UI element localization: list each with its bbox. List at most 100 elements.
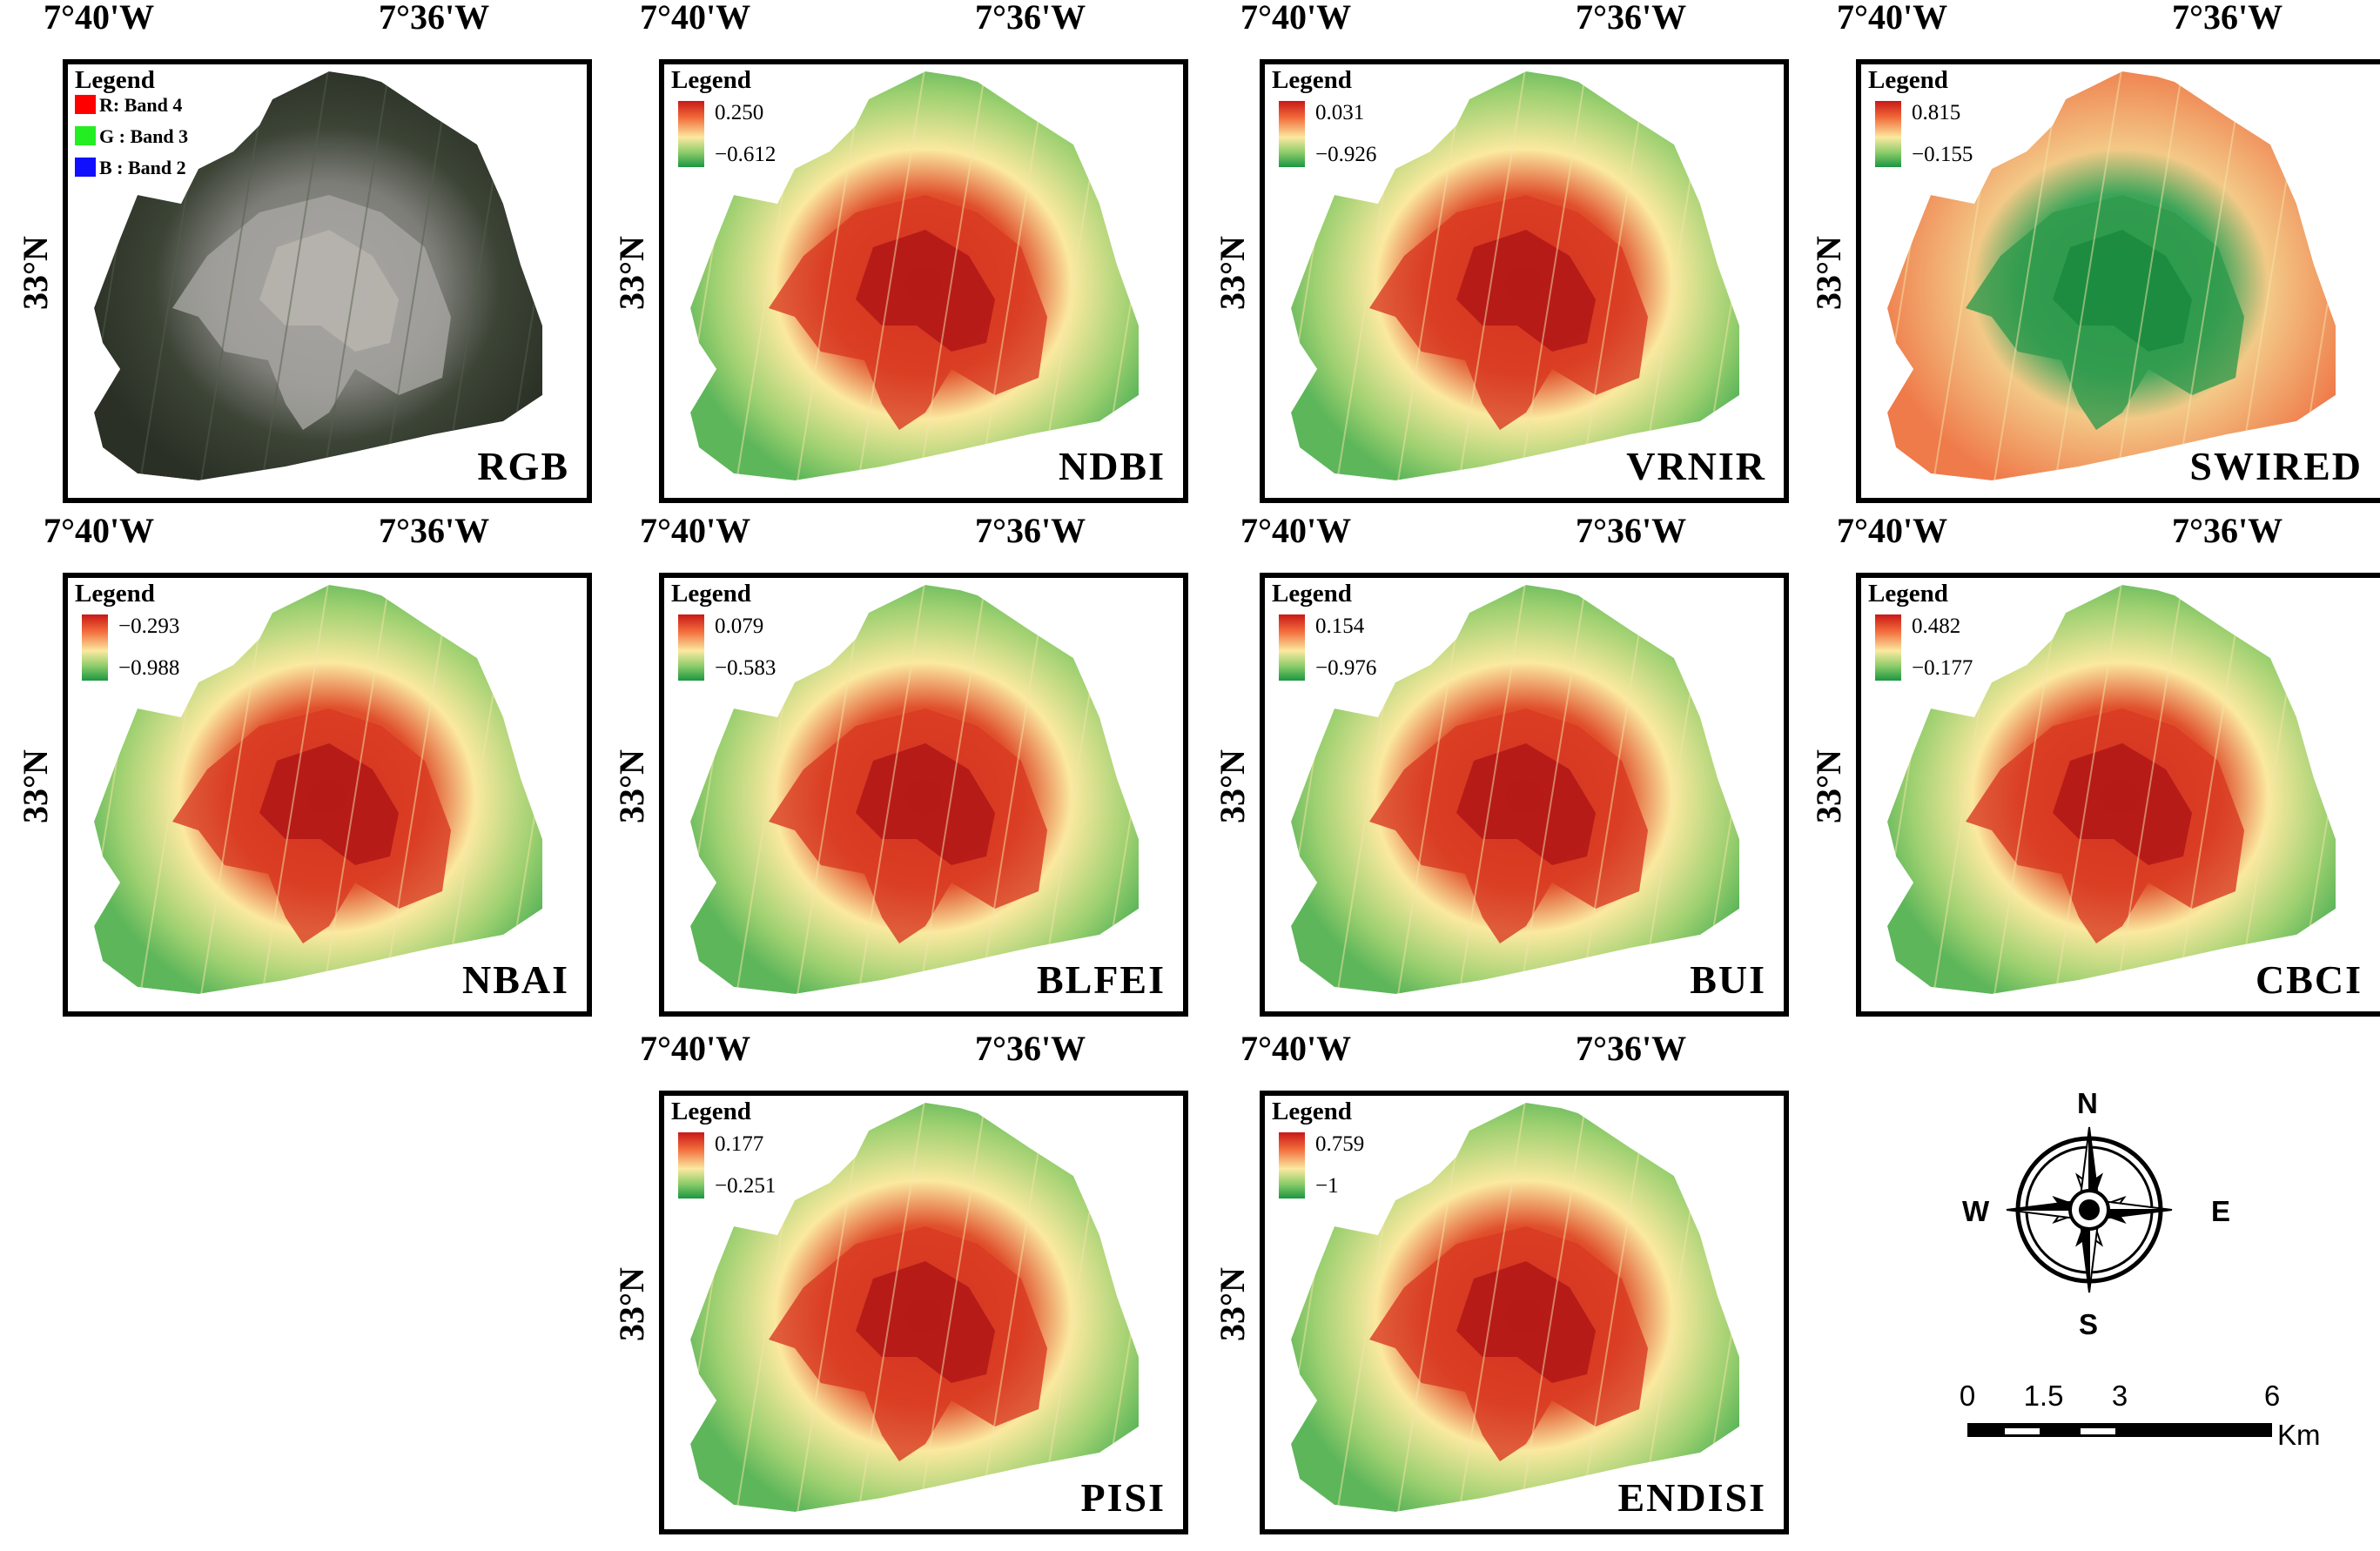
lon-label-left: 7°40'W xyxy=(640,511,751,550)
scale-tick-label: 3 xyxy=(2111,1380,2128,1412)
legend-band-label: R: Band 4 xyxy=(99,94,183,116)
raster-map xyxy=(1887,71,2336,480)
lon-label-left: 7°40'W xyxy=(640,1029,751,1068)
lon-label-right: 7°36'W xyxy=(2172,511,2283,550)
compass-south-label: S xyxy=(2079,1308,2099,1340)
lon-label-right: 7°36'W xyxy=(379,511,490,550)
lat-label: 33°N xyxy=(15,749,55,823)
legend-band-1: R: Band 4 xyxy=(75,94,188,125)
map-panel-bui: 7°40'W 7°36'W 33°N Legend 0.154 −0.976 BUI xyxy=(1213,511,1789,1018)
legend-max-value: 0.031 xyxy=(1315,101,1365,124)
raster-map xyxy=(690,1103,1139,1512)
lat-label: 33°N xyxy=(611,236,651,310)
lon-label-left: 7°40'W xyxy=(1837,511,1948,550)
legend-title: Legend xyxy=(1272,66,1352,94)
compass-west-label: W xyxy=(1962,1195,1990,1227)
lon-label-left: 7°40'W xyxy=(44,511,155,550)
legend-min-value: −0.926 xyxy=(1315,143,1377,166)
panel-index-label: CBCI xyxy=(2255,957,2363,1002)
map-panel-ndbi: 7°40'W 7°36'W 33°N Legend 0.250 −0.612 NDBI xyxy=(612,0,1188,505)
urban-core-shape xyxy=(1456,230,1596,352)
map-panel-cbci: 7°40'W 7°36'W 33°N Legend 0.482 −0.177 CBCI xyxy=(1809,511,2380,1018)
raster-map xyxy=(690,71,1139,480)
scale-unit-label: Km xyxy=(2277,1419,2321,1451)
lon-label-right: 7°36'W xyxy=(1576,1029,1687,1068)
legend-title: Legend xyxy=(1868,66,1948,94)
panel-index-label: RGB xyxy=(477,444,569,488)
map-legend: Legend 0.482 −0.177 xyxy=(1868,580,1973,681)
panel-index-label: SWIRED xyxy=(2189,444,2363,488)
legend-color-ramp xyxy=(1875,614,1901,681)
legend-min-value: −1 xyxy=(1315,1174,1339,1198)
lon-label-left: 7°40'W xyxy=(1240,0,1352,37)
lon-label-left: 7°40'W xyxy=(1240,511,1352,550)
raster-map xyxy=(94,585,542,994)
legend-title: Legend xyxy=(1272,580,1352,608)
urban-core-shape xyxy=(856,230,995,352)
legend-max-value: −0.293 xyxy=(118,614,180,638)
lon-label-left: 7°40'W xyxy=(44,0,155,37)
map-frame: Legend 0.250 −0.612 NDBI xyxy=(659,59,1188,503)
map-panel-rgb: 7°40'W 7°36'W 33°N Legend R: Band 4 G : Band … xyxy=(16,0,592,505)
legend-color-ramp xyxy=(1279,1132,1305,1198)
urban-core-shape xyxy=(2053,743,2192,865)
legend-color-ramp xyxy=(1279,101,1305,167)
lon-label-right: 7°36'W xyxy=(975,0,1086,37)
legend-title: Legend xyxy=(75,66,155,94)
panel-index-label: PISI xyxy=(1080,1475,1166,1520)
map-legend: Legend 0.250 −0.612 xyxy=(671,66,776,167)
lon-label-right: 7°36'W xyxy=(975,1029,1086,1068)
lon-label-right: 7°36'W xyxy=(1576,0,1687,37)
map-panel-blfei: 7°40'W 7°36'W 33°N Legend 0.079 −0.583 BLFEI xyxy=(612,511,1188,1018)
urban-core-shape xyxy=(259,230,399,352)
legend-swatch xyxy=(75,95,96,114)
legend-max-value: 0.815 xyxy=(1912,101,1961,124)
raster-map xyxy=(94,71,542,480)
lon-label-right: 7°36'W xyxy=(1576,511,1687,550)
legend-color-ramp xyxy=(678,614,704,681)
legend-band-label: G : Band 3 xyxy=(99,125,189,147)
scale-tick-label: 6 xyxy=(2263,1380,2281,1412)
map-frame: Legend 0.482 −0.177 CBCI xyxy=(1856,573,2380,1017)
map-legend: Legend 0.079 −0.583 xyxy=(671,580,776,681)
raster-map xyxy=(1291,1103,1739,1512)
map-frame: Legend 0.079 −0.583 BLFEI xyxy=(659,573,1188,1017)
scale-tick-label: 1.5 xyxy=(2023,1380,2064,1412)
panel-index-label: ENDISI xyxy=(1617,1475,1766,1520)
lon-label-left: 7°40'W xyxy=(640,0,751,37)
scale-tick-label: 0 xyxy=(1959,1380,1976,1412)
scale-bar: 0 1.5 3 6 Km xyxy=(1959,1380,2321,1451)
legend-color-ramp xyxy=(678,101,704,167)
lat-label: 33°N xyxy=(15,236,55,310)
raster-map xyxy=(1887,585,2336,994)
lon-label-left: 7°40'W xyxy=(1837,0,1948,37)
urban-core-shape xyxy=(856,743,995,865)
legend-band-3: B : Band 2 xyxy=(75,157,188,188)
legend-min-value: −0.612 xyxy=(715,143,777,166)
map-frame: Legend 0.815 −0.155 SWIRED xyxy=(1856,59,2380,503)
lat-label: 33°N xyxy=(1808,236,1848,310)
legend-max-value: 0.079 xyxy=(715,614,764,638)
legend-swatch xyxy=(75,126,96,145)
panel-index-label: BLFEI xyxy=(1036,957,1166,1002)
legend-color-ramp xyxy=(82,614,108,681)
map-frame: Legend 0.759 −1 ENDISI xyxy=(1260,1091,1789,1534)
compass-east-label: E xyxy=(2211,1195,2231,1227)
legend-title: Legend xyxy=(75,580,155,608)
map-frame: Legend 0.177 −0.251 PISI xyxy=(659,1091,1188,1534)
urban-core-shape xyxy=(1456,743,1596,865)
map-legend: Legend 0.031 −0.926 xyxy=(1272,66,1376,167)
legend-min-value: −0.251 xyxy=(715,1174,777,1198)
map-panel-nbai: 7°40'W 7°36'W 33°N Legend −0.293 −0.988 NBAI xyxy=(16,511,592,1018)
legend-max-value: 0.482 xyxy=(1912,614,1961,638)
legend-swatch xyxy=(75,158,96,177)
legend-min-value: −0.177 xyxy=(1912,656,1973,680)
compass-north-label: N xyxy=(2077,1087,2098,1119)
map-frame: Legend 0.154 −0.976 BUI xyxy=(1260,573,1789,1017)
legend-color-ramp xyxy=(1875,101,1901,167)
map-legend: Legend 0.815 −0.155 xyxy=(1868,66,1973,167)
map-legend: Legend 0.154 −0.976 xyxy=(1272,580,1376,681)
legend-max-value: 0.154 xyxy=(1315,614,1365,638)
legend-color-ramp xyxy=(678,1132,704,1198)
map-legend: Legend R: Band 4 G : Band 3 B : Band 2 xyxy=(75,66,188,188)
